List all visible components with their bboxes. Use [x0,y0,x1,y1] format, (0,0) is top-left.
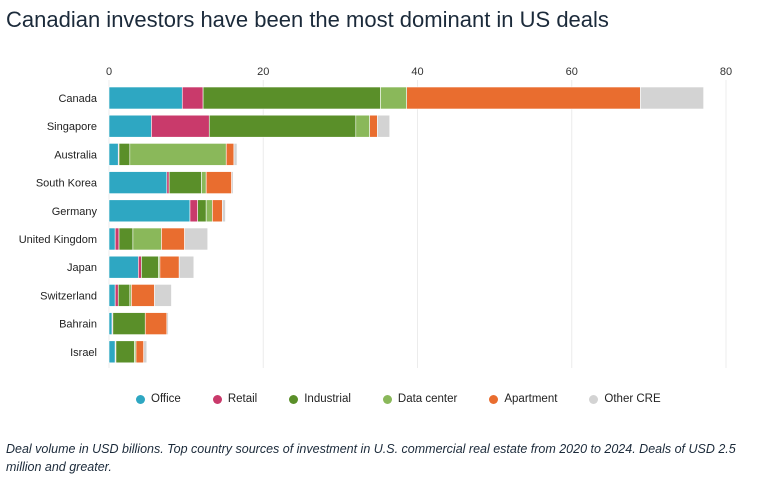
bar-segment-office [108,114,152,138]
legend-item: Retail [212,393,258,405]
legend-swatch [289,394,299,404]
category-label: United Kingdom [19,234,97,246]
legend-swatch [589,394,599,404]
bar-segment-other-cre [231,171,234,194]
legend-label: Office [151,393,181,405]
category-label: Australia [54,149,98,161]
bar-segment-retail [189,199,198,223]
legend-label: Other CRE [604,393,661,405]
legend-item: Office [136,393,181,405]
legend-label: Apartment [504,393,558,405]
bar-segment-industrial [112,312,146,335]
bar-segment-office [108,143,119,166]
bar-segment-industrial [115,340,135,364]
bar-segment-other-cre [143,340,148,364]
bar-segment-apartment [369,114,378,138]
bar-segment-office [108,227,116,251]
bar-segment-other-cre [166,312,169,335]
bar-segment-other-cre [178,255,195,279]
category-label: Canada [58,93,97,105]
legend-item: Industrial [289,393,351,405]
bar-segment-industrial [118,143,131,166]
category-label: South Korea [36,178,98,190]
legend-label: Data center [397,393,458,405]
bar-segment-other-cre [154,284,172,307]
category-label: Germany [52,206,98,218]
legend-label: Retail [227,393,258,405]
bar-segment-retail [114,284,119,307]
legend-item: Apartment [489,393,557,405]
bar-segment-office [108,171,168,194]
bar-segment-retail [151,114,210,138]
bar-segment-apartment [205,171,232,194]
bar-segment-apartment [161,227,185,251]
bar-segment-office [108,284,116,307]
chart-legend: Office Retail Industrial Data center Apartme… [136,393,693,405]
bar-segment-apartment [212,199,223,223]
category-label: Switzerland [40,290,97,302]
bar-segment-other-cre [377,114,391,138]
bar-segment-industrial [202,86,381,110]
bar-segment-data-center [129,143,227,166]
x-tick-label: 60 [566,66,578,78]
legend-item: Other CRE [589,393,661,405]
bar-segment-industrial [141,255,159,279]
bar-segment-data-center [355,114,370,138]
bar-segment-retail [138,255,142,279]
bar-segment-apartment [406,86,641,110]
bar-segment-apartment [159,255,180,279]
bar-segment-data-center [380,86,408,110]
category-labels: Canada Singapore Australia South Korea Germa… [19,93,98,359]
x-axis-ticks: 0 20 40 60 80 [106,66,732,78]
chart-caption: Deal volume in USD billions. Top country… [6,442,736,474]
category-label: Israel [70,347,97,359]
bar-segment-office [108,255,139,279]
bar-segment-retail [114,227,120,251]
bar-segment-office [108,86,183,110]
x-tick-label: 0 [106,66,112,78]
x-tick-label: 80 [720,66,732,78]
bar-segment-office [108,312,113,335]
legend-item: Data center [382,393,458,405]
bar-segment-other-cre [222,199,226,223]
category-label: Bahrain [59,319,97,331]
bar-segment-apartment [144,312,168,335]
legend-swatch [489,394,499,404]
bar-segment-apartment [225,143,235,166]
bar-segment-retail [181,86,204,110]
legend-swatch [136,394,145,404]
legend-label: Industrial [304,393,351,405]
bar-segment-industrial [117,284,131,307]
bar-segment-data-center [201,171,207,194]
bar-segment-apartment [131,284,155,307]
x-tick-label: 40 [411,66,423,78]
bar-segment-other-cre [184,227,209,251]
bar-segment-industrial [197,199,207,223]
chart-title: Canadian investors have been the most do… [6,7,609,32]
category-label: Japan [67,262,97,274]
bar-segment-other-cre [640,86,704,110]
bar-segment-data-center [205,199,213,223]
legend-swatch [212,394,222,404]
bar-segment-industrial [208,114,357,138]
category-label: Singapore [47,121,97,133]
bars [108,86,704,364]
bar-segment-industrial [118,227,134,251]
x-tick-label: 20 [257,66,269,78]
bar-segment-retail [166,171,170,194]
stacked-bar-chart: 0 20 40 60 80 Canada Singapore Australia South … [19,66,732,368]
bar-segment-industrial [168,171,202,194]
bar-segment-office [108,199,191,223]
bar-segment-office [108,340,116,364]
legend-swatch [382,394,392,404]
bar-segment-apartment [135,340,145,364]
bar-segment-other-cre [233,143,238,166]
bar-segment-data-center [132,227,162,251]
